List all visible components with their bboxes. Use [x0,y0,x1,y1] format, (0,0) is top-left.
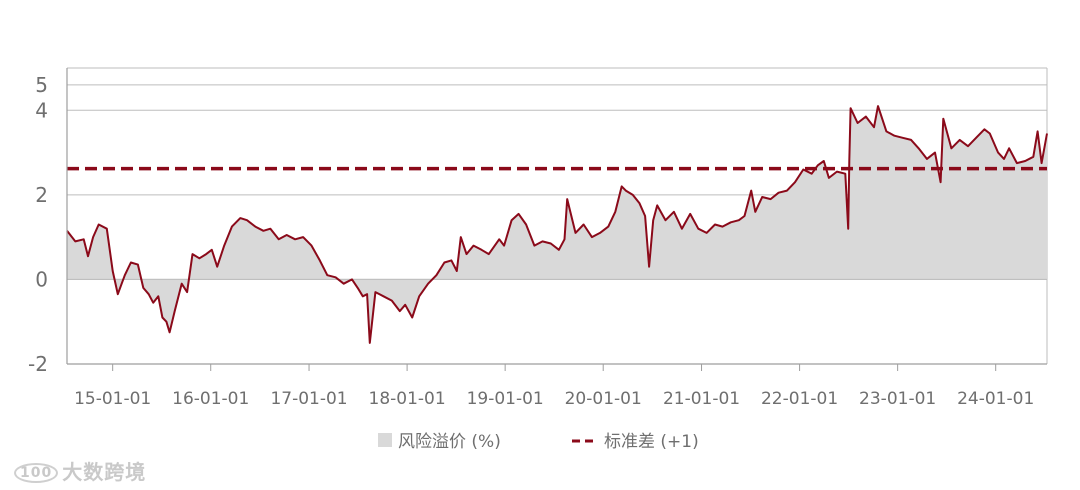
y-tick-label: 5 [35,73,48,97]
risk-premium-area [67,106,1047,343]
x-tick-label: 15-01-01 [74,389,151,409]
x-tick-label: 17-01-01 [270,389,347,409]
x-tick-label: 20-01-01 [565,389,642,409]
risk-premium-line [66,105,1048,344]
x-tick-label: 16-01-01 [172,389,249,409]
legend: 风险溢价 (%) 标准差 (+1) [378,432,699,452]
x-tick-label: 18-01-01 [369,389,446,409]
x-tick-label: 23-01-01 [859,389,936,409]
legend-swatch-area [378,433,392,447]
y-tick-label: 2 [35,183,48,207]
x-tick-label: 22-01-01 [761,389,838,409]
x-tick-labels: 15-01-01 16-01-01 17-01-01 18-01-01 19-01-01… [74,364,1034,409]
x-tick-label: 21-01-01 [663,389,740,409]
watermark-logo: 100 [14,463,59,483]
legend-label-area: 风险溢价 (%) [398,432,501,452]
watermark-text: 大数跨境 [62,460,147,484]
y-tick-label: 0 [35,267,48,291]
y-tick-label: 4 [35,98,48,122]
legend-label-std: 标准差 (+1) [604,432,699,452]
x-tick-label: 19-01-01 [467,389,544,409]
x-tick-label: 24-01-01 [957,389,1034,409]
y-tick-labels: 54 2 0 -2 [28,73,48,376]
y-tick-label: -2 [28,352,48,376]
watermark: 100 大数跨境 [14,456,146,485]
